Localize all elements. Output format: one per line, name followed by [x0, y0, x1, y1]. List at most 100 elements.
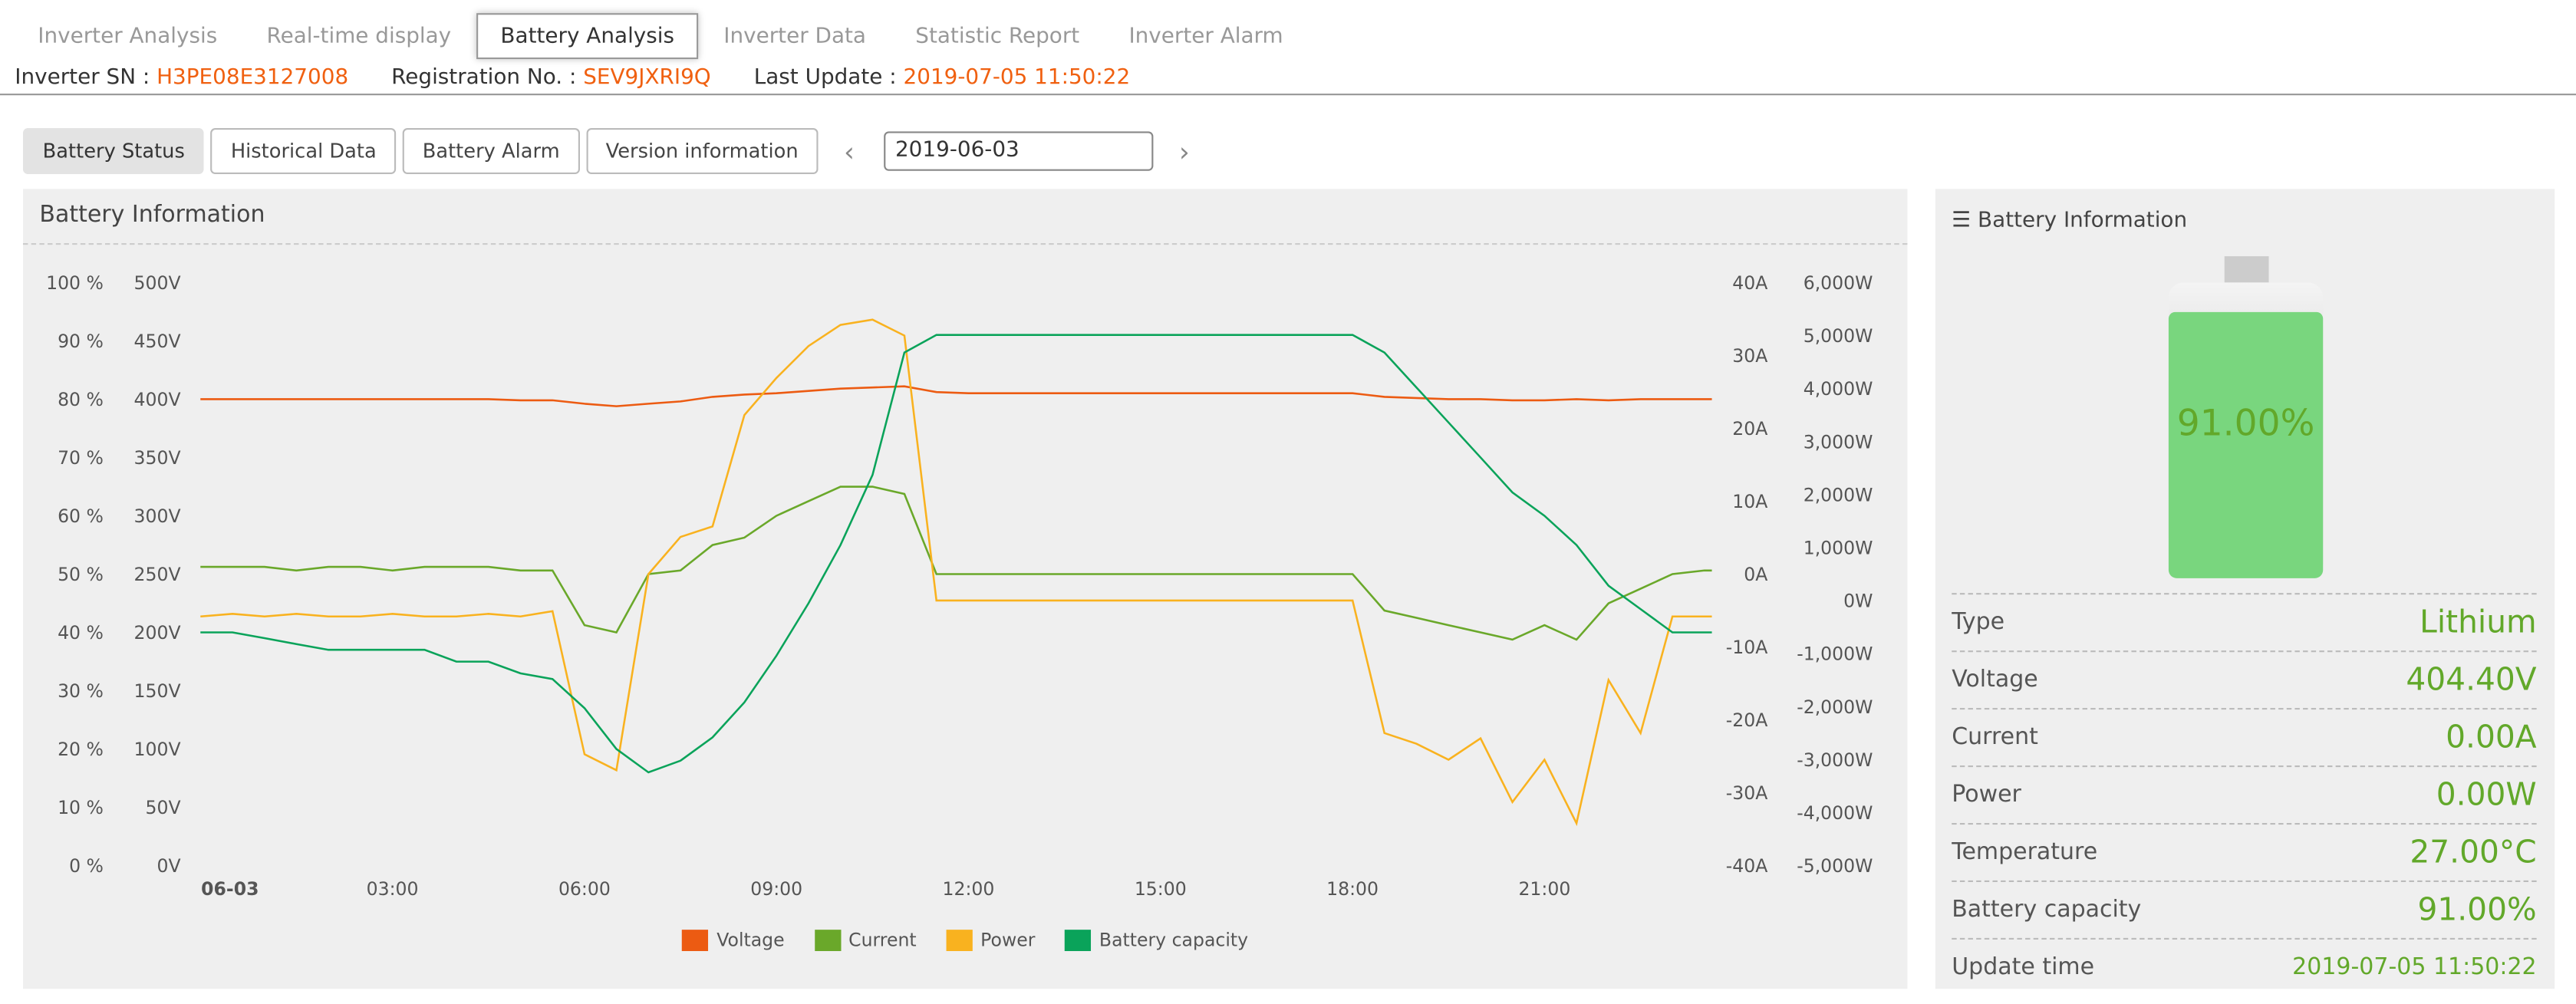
- voltage-tick-label: 150V: [134, 680, 181, 702]
- version-information-button[interactable]: Version information: [585, 128, 819, 175]
- date-input[interactable]: 2019-06-03: [883, 131, 1154, 171]
- current-tick-label: 40A: [1732, 272, 1767, 294]
- current-tick-label: 20A: [1732, 418, 1767, 439]
- legend-item[interactable]: Current: [814, 930, 917, 951]
- current-tick-label: -10A: [1726, 637, 1768, 658]
- chart-legend: Voltage Current Power Battery capacity: [0, 930, 1930, 951]
- legend-item[interactable]: Voltage: [682, 930, 785, 951]
- current-tick-label: 30A: [1732, 345, 1767, 367]
- info-value: 404.40V: [2406, 662, 2537, 699]
- tab-real-time-display[interactable]: Real-time display: [266, 25, 452, 50]
- divider: [22, 242, 1908, 245]
- power-tick-label: 2,000W: [1804, 484, 1873, 505]
- last-update-label: Last Update :: [753, 65, 897, 91]
- info-label: Temperature: [1952, 839, 2098, 866]
- panel-title: Battery Information: [39, 202, 265, 229]
- legend-swatch: [814, 930, 841, 951]
- tab-statistic-report[interactable]: Statistic Report: [915, 25, 1080, 50]
- voltage-tick-label: 0V: [156, 855, 180, 877]
- legend-label: Battery capacity: [1099, 930, 1249, 951]
- battery-terminal: [2224, 256, 2269, 283]
- x-tick-label: 12:00: [943, 878, 995, 900]
- percent-tick-label: 70 %: [58, 447, 104, 469]
- x-tick-label: 06-03: [201, 878, 259, 900]
- info-label: Update time: [1952, 954, 2095, 981]
- info-label: Power: [1952, 782, 2021, 808]
- legend-swatch: [946, 930, 973, 951]
- current-tick-label: -40A: [1726, 855, 1768, 877]
- x-tick-label: 18:00: [1326, 878, 1379, 900]
- legend-swatch: [1064, 930, 1092, 951]
- percent-tick-label: 30 %: [58, 680, 104, 702]
- voltage-tick-label: 250V: [134, 564, 181, 585]
- chevron-left-icon[interactable]: ‹: [844, 135, 855, 167]
- info-value: 91.00%: [2417, 891, 2537, 929]
- info-row: Voltage 404.40V: [1952, 650, 2537, 708]
- series-line-current: [200, 486, 1712, 641]
- registration-label: Registration No. :: [391, 65, 577, 91]
- battery-alarm-button[interactable]: Battery Alarm: [403, 128, 580, 175]
- list-icon: ☰: [1952, 208, 1972, 234]
- voltage-tick-label: 200V: [134, 622, 181, 644]
- legend-label: Voltage: [716, 930, 785, 951]
- main-tabs: Inverter Analysis Real-time display Batt…: [13, 13, 1308, 60]
- info-label: Current: [1952, 724, 2038, 751]
- current-tick-label: 0A: [1744, 564, 1767, 585]
- panel-title: ☰ Battery Information: [1952, 209, 2187, 233]
- percent-tick-label: 90 %: [58, 331, 104, 352]
- tab-inverter-analysis[interactable]: Inverter Analysis: [38, 25, 218, 50]
- sn-value: H3PE08E3127008: [156, 65, 349, 91]
- chevron-right-icon[interactable]: ›: [1179, 135, 1190, 167]
- percent-tick-label: 100 %: [46, 272, 104, 294]
- battery-chart: 0 % 10 % 20 % 30 % 40 % 50 % 60 % 70 % 80 % 90 % 1…: [46, 272, 1873, 900]
- voltage-tick-label: 350V: [134, 447, 181, 469]
- current-tick-label: -20A: [1726, 709, 1768, 731]
- tab-inverter-data[interactable]: Inverter Data: [723, 25, 867, 50]
- battery-info-table: Type Lithium Voltage 404.40V Current 0.00A Pow…: [1952, 593, 2537, 996]
- battery-status-button[interactable]: Battery Status: [22, 128, 205, 175]
- power-tick-label: -5,000W: [1797, 855, 1873, 877]
- tab-inverter-alarm[interactable]: Inverter Alarm: [1128, 25, 1283, 50]
- voltage-tick-label: 100V: [134, 739, 181, 760]
- tab-battery-analysis[interactable]: Battery Analysis: [476, 13, 700, 60]
- voltage-tick-label: 400V: [134, 389, 181, 410]
- power-tick-label: 4,000W: [1804, 378, 1873, 400]
- x-tick-label: 03:00: [367, 878, 419, 900]
- current-tick-label: -30A: [1726, 782, 1768, 804]
- info-row: Update time 2019-07-05 11:50:22: [1952, 937, 2537, 996]
- info-label: Type: [1952, 609, 2005, 636]
- info-value: 27.00°C: [2410, 834, 2537, 871]
- battery-chart-panel: Battery Information 0 % 10 % 20 % 30 % 40 % 5…: [22, 189, 1908, 989]
- info-row: Current 0.00A: [1952, 708, 2537, 765]
- info-row: Power 0.00W: [1952, 765, 2537, 823]
- sn-label: Inverter SN :: [15, 65, 150, 91]
- power-tick-label: 5,000W: [1804, 325, 1873, 347]
- legend-label: Current: [848, 930, 917, 951]
- legend-item[interactable]: Battery capacity: [1064, 930, 1249, 951]
- divider: [0, 94, 2576, 96]
- percent-tick-label: 0 %: [69, 855, 104, 877]
- power-tick-label: 0W: [1843, 591, 1873, 612]
- x-tick-label: 06:00: [558, 878, 611, 900]
- info-value: Lithium: [2420, 604, 2537, 641]
- voltage-tick-label: 50V: [145, 797, 180, 818]
- power-tick-label: -3,000W: [1797, 749, 1873, 771]
- legend-item[interactable]: Power: [946, 930, 1035, 951]
- percent-tick-label: 50 %: [58, 564, 104, 585]
- historical-data-button[interactable]: Historical Data: [211, 128, 397, 175]
- info-value: 0.00A: [2446, 719, 2537, 756]
- percent-tick-label: 40 %: [58, 622, 104, 644]
- inverter-info: Inverter SN : H3PE08E3127008 Registratio…: [15, 66, 1166, 91]
- power-tick-label: 6,000W: [1804, 272, 1873, 294]
- info-label: Battery capacity: [1952, 897, 2142, 923]
- last-update-value: 2019-07-05 11:50:22: [903, 65, 1131, 91]
- series-line-power: [200, 318, 1712, 827]
- info-row: Temperature 27.00°C: [1952, 822, 2537, 881]
- percent-tick-label: 20 %: [58, 739, 104, 760]
- voltage-tick-label: 300V: [134, 505, 181, 527]
- series-line-battery-capacity: [200, 334, 1712, 774]
- info-value: 2019-07-05 11:50:22: [2292, 954, 2537, 981]
- info-label: Voltage: [1952, 667, 2038, 693]
- voltage-tick-label: 450V: [134, 331, 181, 352]
